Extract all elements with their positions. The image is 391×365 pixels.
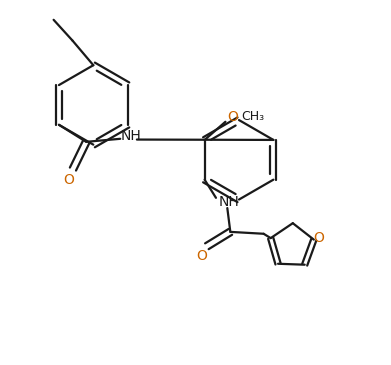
Text: O: O [63,173,74,187]
Text: O: O [313,231,324,245]
Text: NH: NH [219,195,240,210]
Text: O: O [227,110,238,124]
Text: CH₃: CH₃ [241,110,264,123]
Text: O: O [196,249,207,263]
Text: NH: NH [121,129,142,143]
